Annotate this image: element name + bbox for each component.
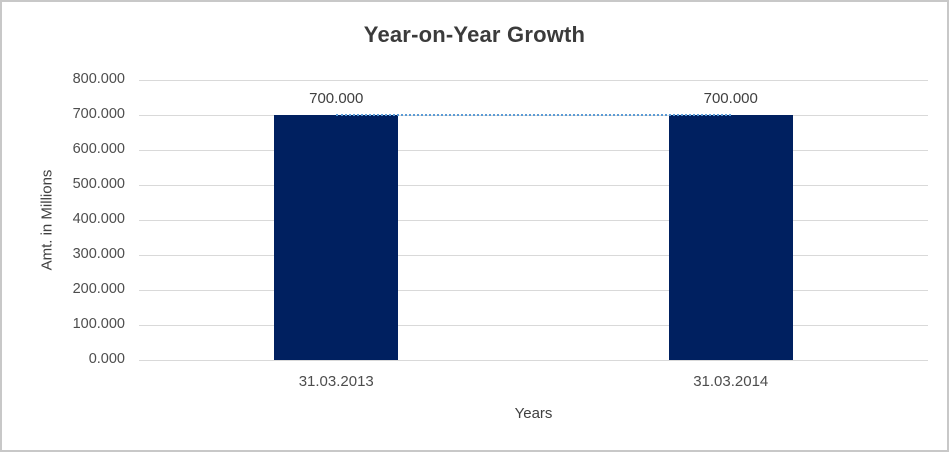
- x-tick-label: 31.03.2013: [298, 373, 374, 390]
- y-gridline: [139, 254, 928, 256]
- y-tick-label: 200.000: [72, 281, 125, 297]
- connector-dotted-line: [336, 114, 731, 116]
- y-gridline: [139, 149, 928, 151]
- y-gridline: [139, 359, 928, 361]
- y-tick-label: 300.000: [72, 246, 125, 262]
- y-tick-label: 0.000: [88, 351, 125, 367]
- bar-31.03.2014: [668, 115, 793, 360]
- data-label: 700.000: [309, 90, 364, 107]
- data-label: 700.000: [703, 90, 758, 107]
- y-tick-label: 100.000: [72, 316, 125, 332]
- y-gridline: [139, 289, 928, 291]
- x-axis-title: Years: [514, 405, 553, 422]
- y-tick-label: 500.000: [72, 176, 125, 192]
- y-gridline: [139, 184, 928, 186]
- y-gridline: [139, 324, 928, 326]
- y-gridline: [139, 219, 928, 221]
- chart-title: Year-on-Year Growth: [363, 22, 586, 47]
- y-gridline: [139, 79, 928, 81]
- y-tick-label: 800.000: [72, 71, 125, 87]
- y-tick-label: 700.000: [72, 106, 125, 122]
- y-tick-label: 600.000: [72, 141, 125, 157]
- y-tick-label: 400.000: [72, 211, 125, 227]
- bar-31.03.2013: [274, 115, 399, 360]
- x-tick-label: 31.03.2014: [693, 373, 769, 390]
